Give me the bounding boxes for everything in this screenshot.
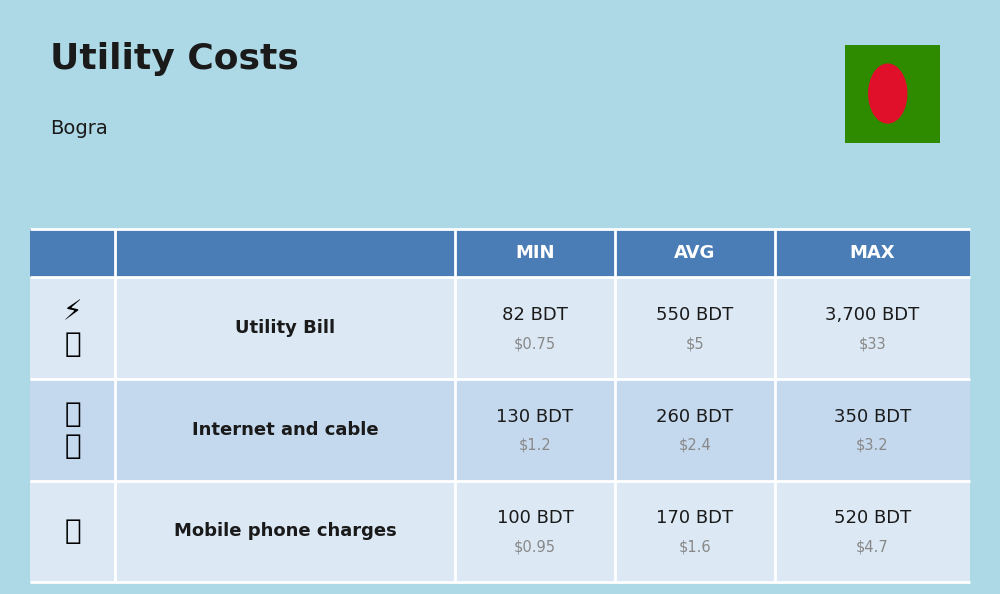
Circle shape: [869, 64, 907, 123]
FancyBboxPatch shape: [845, 45, 940, 143]
Text: Bogra: Bogra: [50, 119, 108, 138]
Text: 82 BDT: 82 BDT: [502, 306, 568, 324]
Text: 550 BDT: 550 BDT: [656, 306, 734, 324]
Text: $2.4: $2.4: [679, 438, 711, 453]
Text: AVG: AVG: [674, 244, 716, 262]
Text: $4.7: $4.7: [856, 539, 889, 554]
Text: $1.2: $1.2: [519, 438, 551, 453]
Text: ⚡
🔧: ⚡ 🔧: [63, 298, 82, 358]
Text: 260 BDT: 260 BDT: [656, 407, 734, 426]
Text: $0.75: $0.75: [514, 336, 556, 351]
Text: Utility Bill: Utility Bill: [235, 319, 335, 337]
Text: $1.6: $1.6: [679, 539, 711, 554]
Text: 100 BDT: 100 BDT: [497, 509, 573, 527]
Text: 170 BDT: 170 BDT: [656, 509, 734, 527]
Text: $33: $33: [859, 336, 886, 351]
FancyBboxPatch shape: [30, 229, 970, 277]
FancyBboxPatch shape: [30, 277, 970, 379]
Text: Internet and cable: Internet and cable: [192, 421, 378, 439]
Text: 📶
🖥: 📶 🖥: [64, 400, 81, 460]
Text: $0.95: $0.95: [514, 539, 556, 554]
Text: 📱: 📱: [64, 517, 81, 545]
Text: 130 BDT: 130 BDT: [496, 407, 574, 426]
Text: 350 BDT: 350 BDT: [834, 407, 911, 426]
Text: Utility Costs: Utility Costs: [50, 42, 299, 75]
FancyBboxPatch shape: [30, 481, 970, 582]
Text: 3,700 BDT: 3,700 BDT: [825, 306, 920, 324]
FancyBboxPatch shape: [30, 379, 970, 481]
Text: $5: $5: [686, 336, 704, 351]
Text: 520 BDT: 520 BDT: [834, 509, 911, 527]
Text: MAX: MAX: [850, 244, 895, 262]
Text: $3.2: $3.2: [856, 438, 889, 453]
Text: Mobile phone charges: Mobile phone charges: [174, 522, 396, 541]
Text: MIN: MIN: [515, 244, 555, 262]
